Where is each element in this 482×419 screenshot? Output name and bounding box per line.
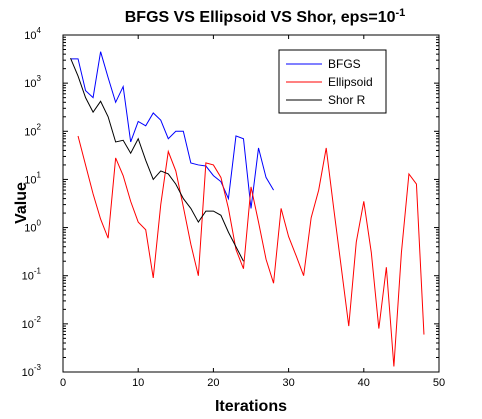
y-tick-label: 10-2 <box>22 315 42 331</box>
legend-label: Ellipsoid <box>328 75 373 89</box>
legend-label: Shor R <box>328 93 366 107</box>
y-tick-label: 10-1 <box>22 267 42 283</box>
x-tick-label: 50 <box>433 377 445 389</box>
legend: BFGS Ellipsoid Shor R <box>278 49 387 114</box>
y-tick-label: 102 <box>24 122 41 138</box>
y-tick-label: 101 <box>24 170 41 186</box>
x-axis-label: Iterations <box>215 398 287 415</box>
axes-box <box>62 34 440 373</box>
x-tick-label: 40 <box>358 377 370 389</box>
series-line-shor-r <box>70 57 244 262</box>
y-tick-label: 103 <box>24 74 41 90</box>
series-lines <box>70 51 425 367</box>
plot-area <box>62 34 440 373</box>
y-axis-label: Value <box>13 182 30 224</box>
x-tick-labels: 0 10 20 30 40 50 <box>60 377 445 389</box>
x-tick-label: 20 <box>207 377 219 389</box>
x-tick-label: 0 <box>60 377 66 389</box>
tick-marks <box>62 34 440 373</box>
series-line-bfgs <box>70 51 274 209</box>
series-line-ellipsoid <box>77 135 425 367</box>
legend-label: BFGS <box>328 57 361 71</box>
y-tick-label: 104 <box>24 26 41 42</box>
y-tick-label: 100 <box>24 219 41 235</box>
y-tick-labels: 10-3 10-2 10-1 100 101 102 103 104 <box>22 26 42 379</box>
x-tick-label: 10 <box>132 377 144 389</box>
y-tick-label: 10-3 <box>22 363 42 379</box>
chart-title: BFGS VS Ellipsoid VS Shor, eps=10-1 <box>125 7 406 26</box>
x-tick-label: 30 <box>282 377 294 389</box>
